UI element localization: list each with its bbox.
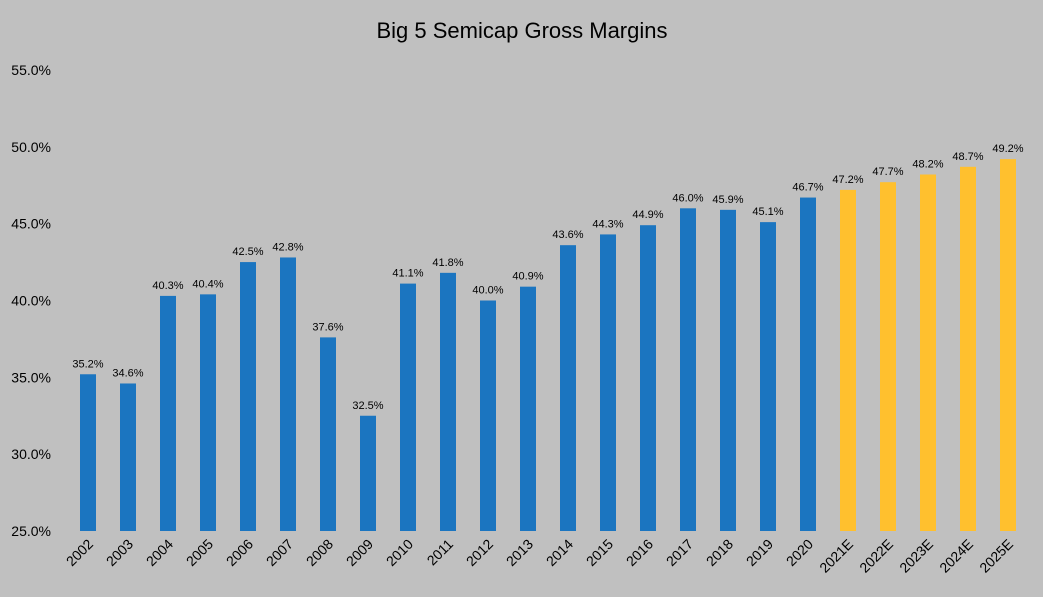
data-labels: 35.2% 34.6% 40.3% 40.4% 42.5% 42.8% 37.6% 32.5%… — [72, 143, 1023, 412]
y-tick-label: 25.0% — [11, 523, 51, 539]
bar-actual — [800, 197, 816, 531]
data-label: 41.1% — [392, 268, 423, 280]
bar-actual — [720, 209, 736, 531]
y-tick-label: 40.0% — [11, 293, 51, 309]
data-label: 45.1% — [752, 206, 783, 218]
bar-actual — [200, 294, 216, 531]
data-label: 40.9% — [512, 271, 543, 283]
data-label: 40.4% — [192, 278, 223, 290]
data-label: 45.9% — [712, 194, 743, 206]
bar-estimate — [960, 166, 976, 531]
bar-actual — [680, 208, 696, 532]
bar-actual — [80, 374, 96, 531]
bar-estimate — [1000, 159, 1016, 532]
bar-actual — [360, 415, 376, 531]
data-label: 47.2% — [832, 174, 863, 186]
data-label: 46.0% — [672, 192, 703, 204]
y-tick-label: 45.0% — [11, 216, 51, 232]
data-label: 32.5% — [352, 400, 383, 412]
y-axis: 25.0% 30.0% 35.0% 40.0% 45.0% 50.0% 55.0% — [11, 62, 51, 539]
y-tick-label: 50.0% — [11, 139, 51, 155]
data-label: 48.2% — [912, 158, 943, 170]
data-label: 48.7% — [952, 151, 983, 163]
data-label: 35.2% — [72, 358, 103, 370]
bar-actual — [600, 234, 616, 531]
bar-estimate — [920, 174, 936, 531]
data-label: 49.2% — [992, 143, 1023, 155]
y-tick-label: 35.0% — [11, 369, 51, 385]
bar-actual — [480, 300, 496, 531]
data-label: 43.6% — [552, 229, 583, 241]
bar-actual — [240, 262, 256, 531]
bar-estimate — [840, 189, 856, 532]
data-label: 47.7% — [872, 166, 903, 178]
bar-actual — [560, 245, 576, 531]
chart-title: Big 5 Semicap Gross Margins — [377, 18, 668, 43]
bar-actual — [440, 272, 456, 531]
bar-actual — [520, 286, 536, 531]
data-label: 37.6% — [312, 321, 343, 333]
data-label: 42.5% — [232, 246, 263, 258]
bar-actual — [160, 295, 176, 531]
data-label: 46.7% — [792, 182, 823, 194]
bar-actual — [400, 283, 416, 531]
data-label: 40.3% — [152, 280, 183, 292]
bar-actual — [760, 222, 776, 531]
bar-actual — [280, 257, 296, 531]
y-tick-label: 30.0% — [11, 446, 51, 462]
bar-series — [80, 159, 1016, 532]
bar-estimate — [880, 182, 896, 531]
bar-actual — [120, 383, 136, 531]
data-label: 44.9% — [632, 209, 663, 221]
data-label: 34.6% — [112, 367, 143, 379]
data-label: 44.3% — [592, 218, 623, 230]
data-label: 40.0% — [472, 285, 503, 297]
bar-actual — [640, 225, 656, 531]
data-label: 42.8% — [272, 241, 303, 253]
bar-actual — [320, 337, 336, 531]
y-tick-label: 55.0% — [11, 62, 51, 78]
data-label: 41.8% — [432, 257, 463, 269]
